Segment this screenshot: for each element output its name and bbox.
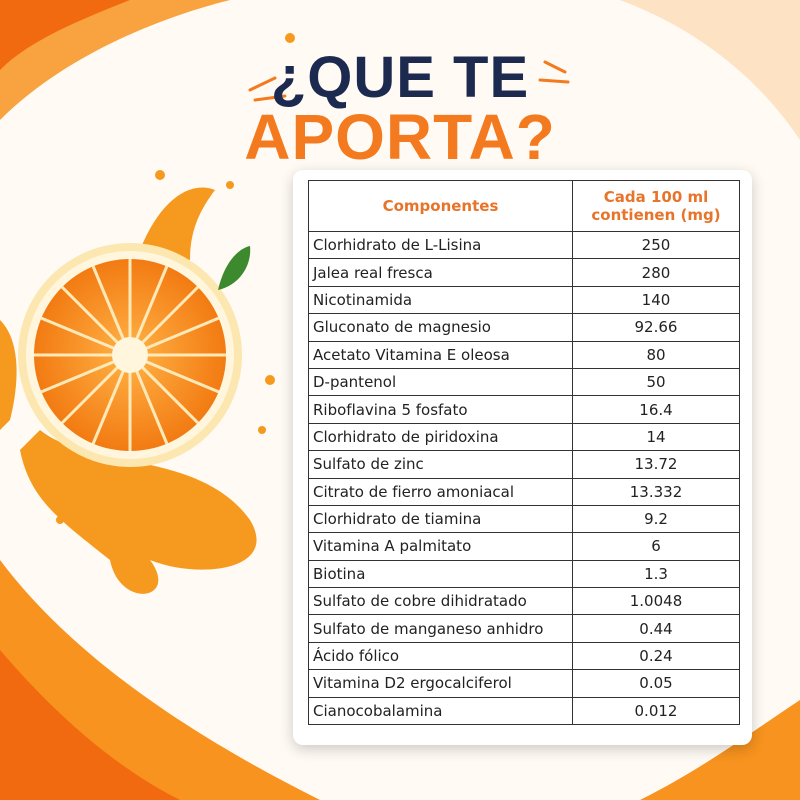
table-row: D-pantenol 50 [308,367,740,397]
title: ¿QUE TE [270,45,530,110]
column-header: Cada 100 ml contienen (mg) [572,180,740,232]
table-row: Acetato Vitamina E oleosa 80 [308,340,740,369]
amount-cell: 1.3 [572,559,740,589]
component-cell: D-pantenol [308,367,573,397]
table-row: Vitamina A palmitato 6 [308,532,740,561]
table-row: Citrato de fierro amoniacal 13.332 [308,477,740,506]
amount-cell: 0.24 [572,641,740,671]
table: Componentes Cada 100 ml contienen (mg) C… [308,180,740,726]
column-header: Componentes [308,180,573,232]
amount-cell: 80 [572,340,740,369]
component-cell: Gluconato de magnesio [308,313,573,342]
component-cell: Biotina [308,559,573,589]
table-card: Componentes Cada 100 ml contienen (mg) C… [293,170,752,745]
title: APORTA? [244,101,556,173]
table-row: Clorhidrato de L-Lisina 250 [308,230,740,260]
component-cell: Clorhidrato de L-Lisina [308,230,573,260]
table-row: Sulfato de zinc 13.72 [308,450,740,479]
component-cell: Ácido fólico [308,641,573,671]
component-cell: Cianocobalamina [308,696,573,726]
component-cell: Riboflavina 5 fosfato [308,395,573,424]
table-row: Nicotinamida 140 [308,285,740,315]
table-row: Riboflavina 5 fosfato 16.4 [308,395,740,424]
table-row: Clorhidrato de piridoxina 14 [308,422,740,452]
amount-cell: 250 [572,230,740,260]
table-row: Cianocobalamina 0.012 [308,696,740,726]
component-cell: Sulfato de zinc [308,450,573,479]
component-cell: Sulfato de manganeso anhidro [308,614,573,643]
amount-cell: 0.05 [572,669,740,698]
table-body: Clorhidrato de L-Lisina 250 Jalea real fre… [308,230,740,726]
amount-cell: 16.4 [572,395,740,424]
component-cell: Vitamina A palmitato [308,532,573,561]
amount-cell: 140 [572,285,740,315]
component-cell: Vitamina D2 ergocalciferol [308,669,573,698]
table-row: Gluconato de magnesio 92.66 [308,313,740,342]
component-cell: Jalea real fresca [308,258,573,287]
table-row: Vitamina D2 ergocalciferol 0.05 [308,669,740,698]
amount-cell: 280 [572,258,740,287]
amount-cell: 14 [572,422,740,452]
table-row: Jalea real fresca 280 [308,258,740,287]
component-cell: Citrato de fierro amoniacal [308,477,573,506]
table-row: Clorhidrato de tiamina 9.2 [308,504,740,534]
amount-cell: 0.44 [572,614,740,643]
component-cell: Nicotinamida [308,285,573,315]
amount-cell: 92.66 [572,313,740,342]
component-cell: Sulfato de cobre dihidratado [308,587,573,616]
component-cell: Clorhidrato de tiamina [308,504,573,534]
component-cell: Clorhidrato de piridoxina [308,422,573,452]
amount-cell: 1.0048 [572,587,740,616]
table-row: Ácido fólico 0.24 [308,641,740,671]
amount-cell: 13.332 [572,477,740,506]
amount-cell: 13.72 [572,450,740,479]
component-cell: Acetato Vitamina E oleosa [308,340,573,369]
amount-cell: 6 [572,532,740,561]
table-row: Biotina 1.3 [308,559,740,589]
amount-cell: 9.2 [572,504,740,534]
table-row: Sulfato de cobre dihidratado 1.0048 [308,587,740,616]
amount-cell: 50 [572,367,740,397]
amount-cell: 0.012 [572,696,740,726]
table-row: Sulfato de manganeso anhidro 0.44 [308,614,740,643]
header-row: Componentes Cada 100 ml contienen (mg) [308,180,740,232]
